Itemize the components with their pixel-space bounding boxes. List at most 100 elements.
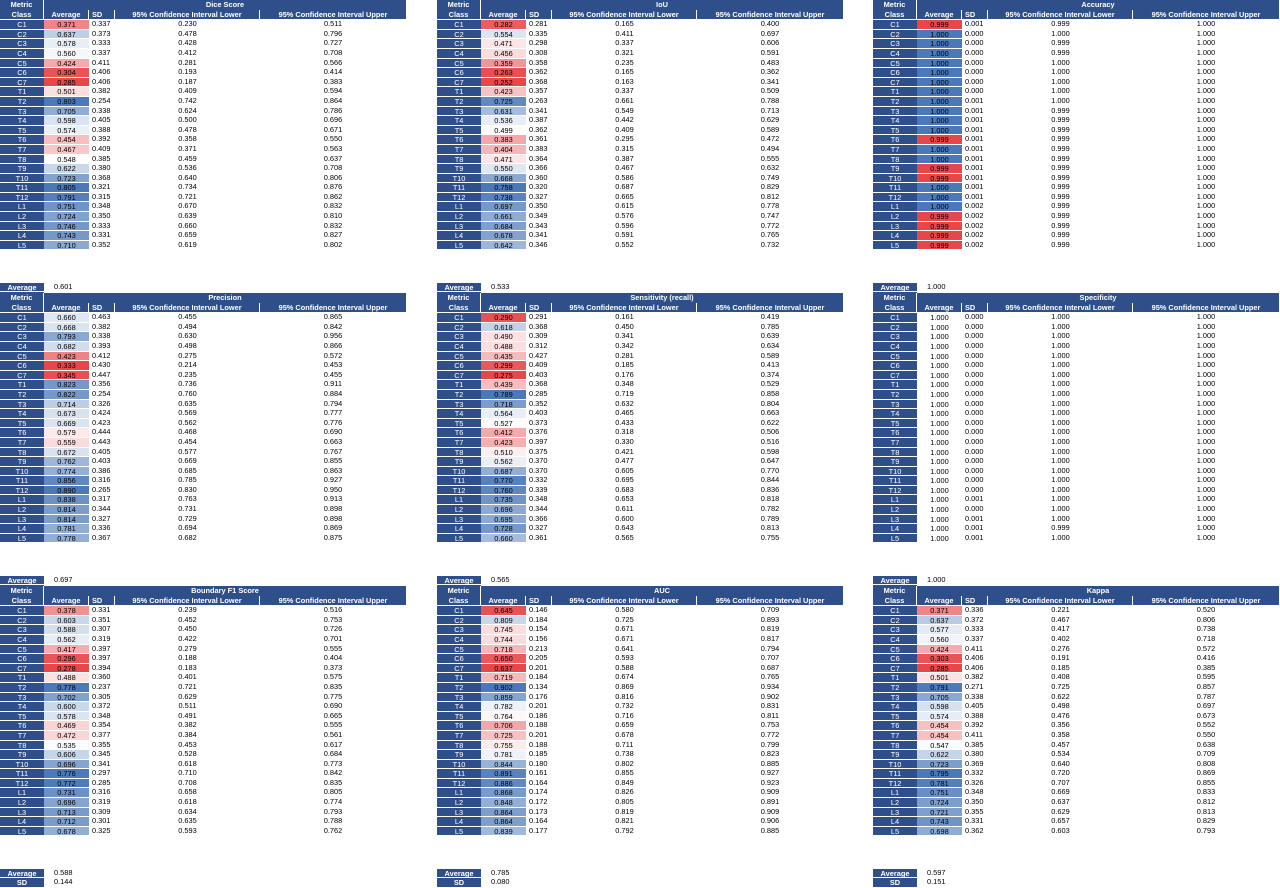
table-row: L3 1.000 0.001 1.000 1.000 xyxy=(873,513,1279,524)
ci-upper-cell: 0.726 xyxy=(323,624,343,634)
average-cell: 1.000 xyxy=(917,105,962,116)
average-cell: 0.999 xyxy=(917,239,962,250)
ci-lower-column-header: 95% Confidence Interval Lower xyxy=(115,9,260,20)
table-row: C4 0.560 0.337 0.402 0.718 xyxy=(873,633,1279,644)
class-label: T4 xyxy=(0,408,44,418)
sd-cell: 0.188 xyxy=(529,739,548,749)
sd-cell: 0.368 xyxy=(529,379,548,389)
sd-cell: 0.380 xyxy=(965,749,984,759)
sd-cell: 0.361 xyxy=(529,134,548,144)
sd-cell: 0.392 xyxy=(965,720,984,730)
table-row: L5 0.678 0.325 0.593 0.762 xyxy=(0,825,406,836)
sd-cell: 0.386 xyxy=(92,465,111,475)
metric-panel: Metric Precision Class Average SD 95% Confide… xyxy=(0,293,406,594)
ci-upper-cell: 1.000 xyxy=(1196,95,1216,105)
sd-cell: 0.315 xyxy=(92,191,111,201)
ci-lower-column-header: 95% Confidence Interval Lower xyxy=(552,9,697,20)
ci-upper-cell: 0.374 xyxy=(760,369,780,379)
table-row: C3 0.490 0.309 0.341 0.639 xyxy=(437,331,843,341)
average-cell: 0.412 xyxy=(481,427,526,437)
ci-upper-cell: 1.000 xyxy=(1196,47,1216,57)
summary-average-row: Average 0.697 xyxy=(0,574,73,585)
class-label: L4 xyxy=(0,523,44,533)
table-row: T8 0.672 0.405 0.577 0.767 xyxy=(0,446,406,457)
ci-lower-cell: 1.000 xyxy=(1051,408,1070,418)
sd-cell: 0.383 xyxy=(529,143,548,153)
average-cell: 0.705 xyxy=(917,691,962,702)
average-cell: 0.424 xyxy=(44,57,89,68)
table-row: T8 0.510 0.375 0.421 0.598 xyxy=(437,446,843,457)
ci-lower-cell: 0.734 xyxy=(178,182,197,192)
sd-cell: 0.000 xyxy=(965,379,984,389)
sd-cell: 0.360 xyxy=(92,672,111,682)
average-cell: 0.751 xyxy=(44,201,89,211)
class-label: C6 xyxy=(873,360,917,370)
ci-lower-cell: 1.000 xyxy=(1051,465,1070,475)
class-label: C4 xyxy=(437,47,481,58)
ci-lower-cell: 0.653 xyxy=(615,494,634,504)
average-column-header: Average xyxy=(481,595,526,606)
table-row: T2 0.791 0.271 0.725 0.857 xyxy=(873,681,1279,692)
class-label: C5 xyxy=(0,350,44,361)
class-label: T7 xyxy=(873,143,917,154)
sd-cell: 0.412 xyxy=(92,350,111,360)
average-cell: 0.439 xyxy=(481,379,526,389)
ci-upper-cell: 0.770 xyxy=(760,465,780,475)
table-row: L5 0.778 0.367 0.682 0.875 xyxy=(0,532,406,543)
sd-cell: 0.403 xyxy=(529,408,548,418)
ci-upper-cell: 0.697 xyxy=(760,28,780,38)
class-label: L5 xyxy=(0,825,44,836)
ci-upper-cell: 1.000 xyxy=(1196,388,1216,398)
sd-cell: 0.350 xyxy=(529,201,548,211)
table-row: C4 0.456 0.308 0.321 0.591 xyxy=(437,47,843,58)
average-cell: 0.606 xyxy=(44,749,89,759)
average-cell: 0.772 xyxy=(44,777,89,788)
sd-cell: 0.281 xyxy=(529,19,548,29)
average-cell: 0.562 xyxy=(481,456,526,466)
class-label: L2 xyxy=(873,504,917,514)
sd-cell: 0.409 xyxy=(529,360,548,370)
table-row: T12 0.781 0.326 0.707 0.855 xyxy=(873,777,1279,788)
ci-lower-column-header: 95% Confidence Interval Lower xyxy=(988,595,1133,606)
ci-upper-cell: 1.000 xyxy=(1196,115,1216,125)
ci-lower-cell: 0.593 xyxy=(615,653,634,663)
table-row: T1 1.000 0.000 1.000 1.000 xyxy=(873,379,1279,389)
ci-lower-cell: 0.185 xyxy=(615,360,634,370)
ci-upper-column-header: 95% Confidence Interval Upper xyxy=(278,302,388,312)
average-cell: 0.744 xyxy=(481,633,526,644)
class-label: T9 xyxy=(0,749,44,759)
ci-upper-cell: 1.000 xyxy=(1196,105,1216,115)
ci-upper-cell: 1.000 xyxy=(1196,143,1216,153)
average-cell: 0.848 xyxy=(481,797,526,807)
ci-lower-cell: 0.721 xyxy=(178,191,197,201)
average-cell: 0.650 xyxy=(481,653,526,663)
class-label: T4 xyxy=(437,115,481,125)
class-label: T9 xyxy=(0,456,44,466)
sd-cell: 0.366 xyxy=(529,513,548,523)
ci-upper-cell: 0.772 xyxy=(760,729,780,739)
table-row: T8 0.535 0.355 0.453 0.617 xyxy=(0,739,406,750)
class-label: T7 xyxy=(873,729,917,740)
class-label: C7 xyxy=(873,76,917,87)
average-cell: 0.661 xyxy=(481,211,526,221)
sd-cell: 0.002 xyxy=(965,239,984,249)
ci-lower-cell: 0.421 xyxy=(615,446,634,456)
average-cell: 0.304 xyxy=(44,67,89,77)
class-label: T5 xyxy=(0,417,44,428)
ci-upper-cell: 0.419 xyxy=(760,312,780,322)
table-row: L3 0.684 0.343 0.596 0.772 xyxy=(437,220,843,231)
ci-upper-cell: 0.687 xyxy=(760,662,780,672)
class-label: T8 xyxy=(437,153,481,164)
sd-cell: 0.357 xyxy=(529,86,548,96)
sd-cell: 0.344 xyxy=(529,504,548,514)
sd-cell: 0.331 xyxy=(92,605,111,615)
class-label: C4 xyxy=(873,340,917,351)
ci-upper-cell: 0.647 xyxy=(760,456,780,466)
table-row: T10 1.000 0.000 1.000 1.000 xyxy=(873,465,1279,476)
ci-upper-cell: 0.753 xyxy=(323,614,343,624)
summary-sd-label: SD xyxy=(437,877,481,887)
ci-lower-cell: 0.452 xyxy=(178,614,197,624)
class-label: T8 xyxy=(873,446,917,457)
ci-lower-cell: 0.476 xyxy=(1051,710,1070,720)
class-label: C4 xyxy=(0,633,44,644)
